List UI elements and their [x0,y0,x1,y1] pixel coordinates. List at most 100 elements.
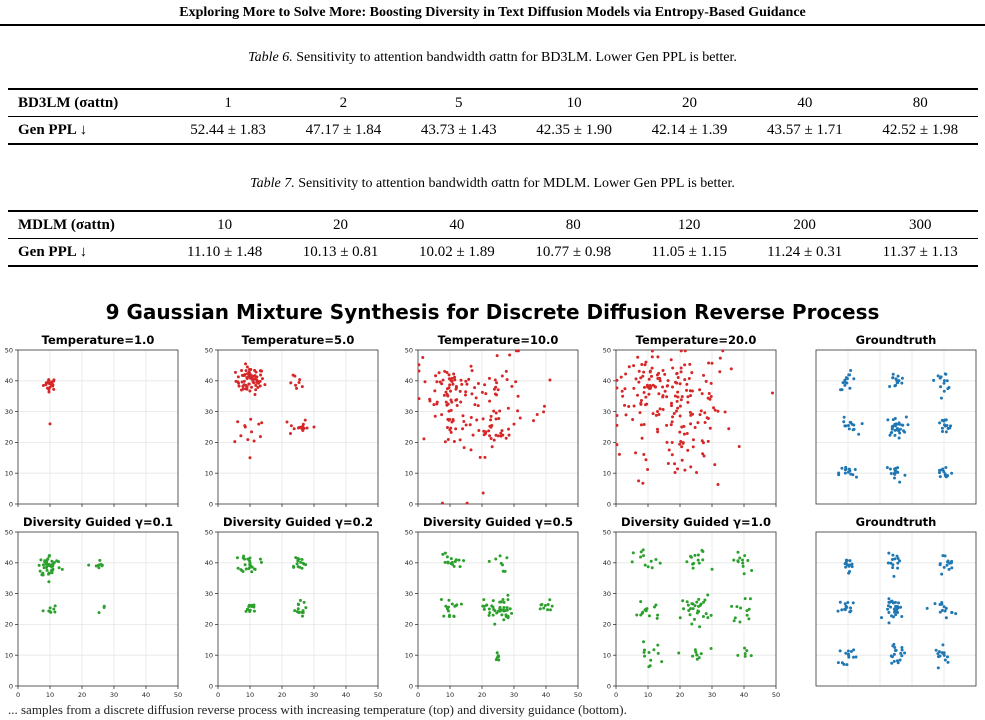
scatter-point [639,423,643,427]
scatter-point [893,557,897,561]
scatter-point [499,434,503,438]
scatter-point [643,363,647,367]
scatter-point [650,374,654,378]
y-tick-label: 50 [603,528,611,536]
y-tick-label: 10 [205,470,213,478]
y-tick-label: 10 [603,652,611,660]
scatter-point [941,554,945,558]
table7-cell: 10.13 ± 0.81 [282,238,399,267]
scatter-point [690,602,694,606]
scatter-point [504,369,508,373]
scatter-point [691,562,695,566]
scatter-point [847,467,851,471]
plot-frame [417,531,579,687]
scatter-point [447,409,451,413]
scatter-point [743,652,747,656]
scatter-point [893,646,897,650]
scatter-point [942,605,946,609]
scatter-point [637,479,641,483]
scatter-point [643,563,647,567]
scatter-point [250,565,254,569]
scatter-point [506,598,510,602]
table7-cell: 11.05 ± 1.15 [631,238,747,267]
scatter-point [45,568,49,572]
scatter-point [300,385,304,389]
scatter-point [642,640,646,644]
scatter-point [501,598,505,602]
scatter-point [543,603,547,607]
scatter-point [256,385,260,389]
scatter-point [487,376,491,380]
y-tick-label: 50 [405,346,413,354]
scatter-point [52,387,56,391]
scatter-point [636,355,640,359]
scatter-point [850,422,854,426]
scatter-point [888,433,892,437]
scatter-point [258,557,262,561]
scatter-point [729,367,733,371]
scatter-point [697,609,701,613]
scatter-point [940,572,944,576]
scatter-point [888,467,892,471]
scatter-point [736,653,740,657]
scatter-point [496,388,500,392]
y-tick-label: 40 [5,559,13,567]
scatter-point [444,390,448,394]
scatter-point [673,471,677,475]
scatter-point [460,382,464,386]
scatter-point [697,656,701,660]
scatter-point [654,413,658,417]
table7-col: 10 [166,210,283,239]
scatter-point [650,366,654,370]
scatter-point [660,660,664,664]
scatter-point [683,363,687,367]
scatter-point [886,604,890,608]
scatter-point [640,436,644,440]
scatter-point [708,426,712,430]
scatter-point [647,392,651,396]
scatter-point [500,374,504,378]
scatter-point [671,385,675,389]
scatter-point [236,420,240,424]
scatter-point [843,380,847,384]
scatter-point [670,440,674,444]
scatter-point [453,378,457,382]
scatter-point [51,384,55,388]
scatter-point [854,475,858,479]
scatter-point [453,560,457,564]
scatter-point [627,405,631,409]
panel-title: Temperature=10.0 [437,333,559,347]
scatter-point [532,419,536,423]
scatter-point [289,424,293,428]
scatter-point [467,377,471,381]
x-tick-label: 30 [110,691,118,699]
scatter-point [840,388,844,392]
scatter-point [689,555,693,559]
scatter-point [840,608,844,612]
scatter-point [891,376,895,380]
scatter-point [894,383,898,387]
scatter-point [462,420,466,424]
scatter-point [500,613,504,617]
scatter-point [690,622,694,626]
scatter-point [940,418,944,422]
scatter-point [312,425,316,429]
scatter-point [727,427,731,431]
scatter-point [239,568,243,572]
scatter-point [301,614,305,618]
scatter-point [736,560,740,564]
scatter-point [442,614,446,618]
scatter-point [449,389,453,393]
scatter-point [898,559,902,563]
x-tick-label: 0 [416,691,420,699]
scatter-plot: 0 10 20 30 40 50 0 10 20 30 40 50 [205,528,382,699]
scatter-point [934,648,938,652]
scatter-point [639,550,643,554]
scatter-point [294,383,298,387]
scatter-point [38,569,42,573]
scatter-point [432,403,436,407]
scatter-point [464,423,468,427]
scatter-point [48,606,52,610]
scatter-point [892,659,896,663]
scatter-point [510,611,514,615]
